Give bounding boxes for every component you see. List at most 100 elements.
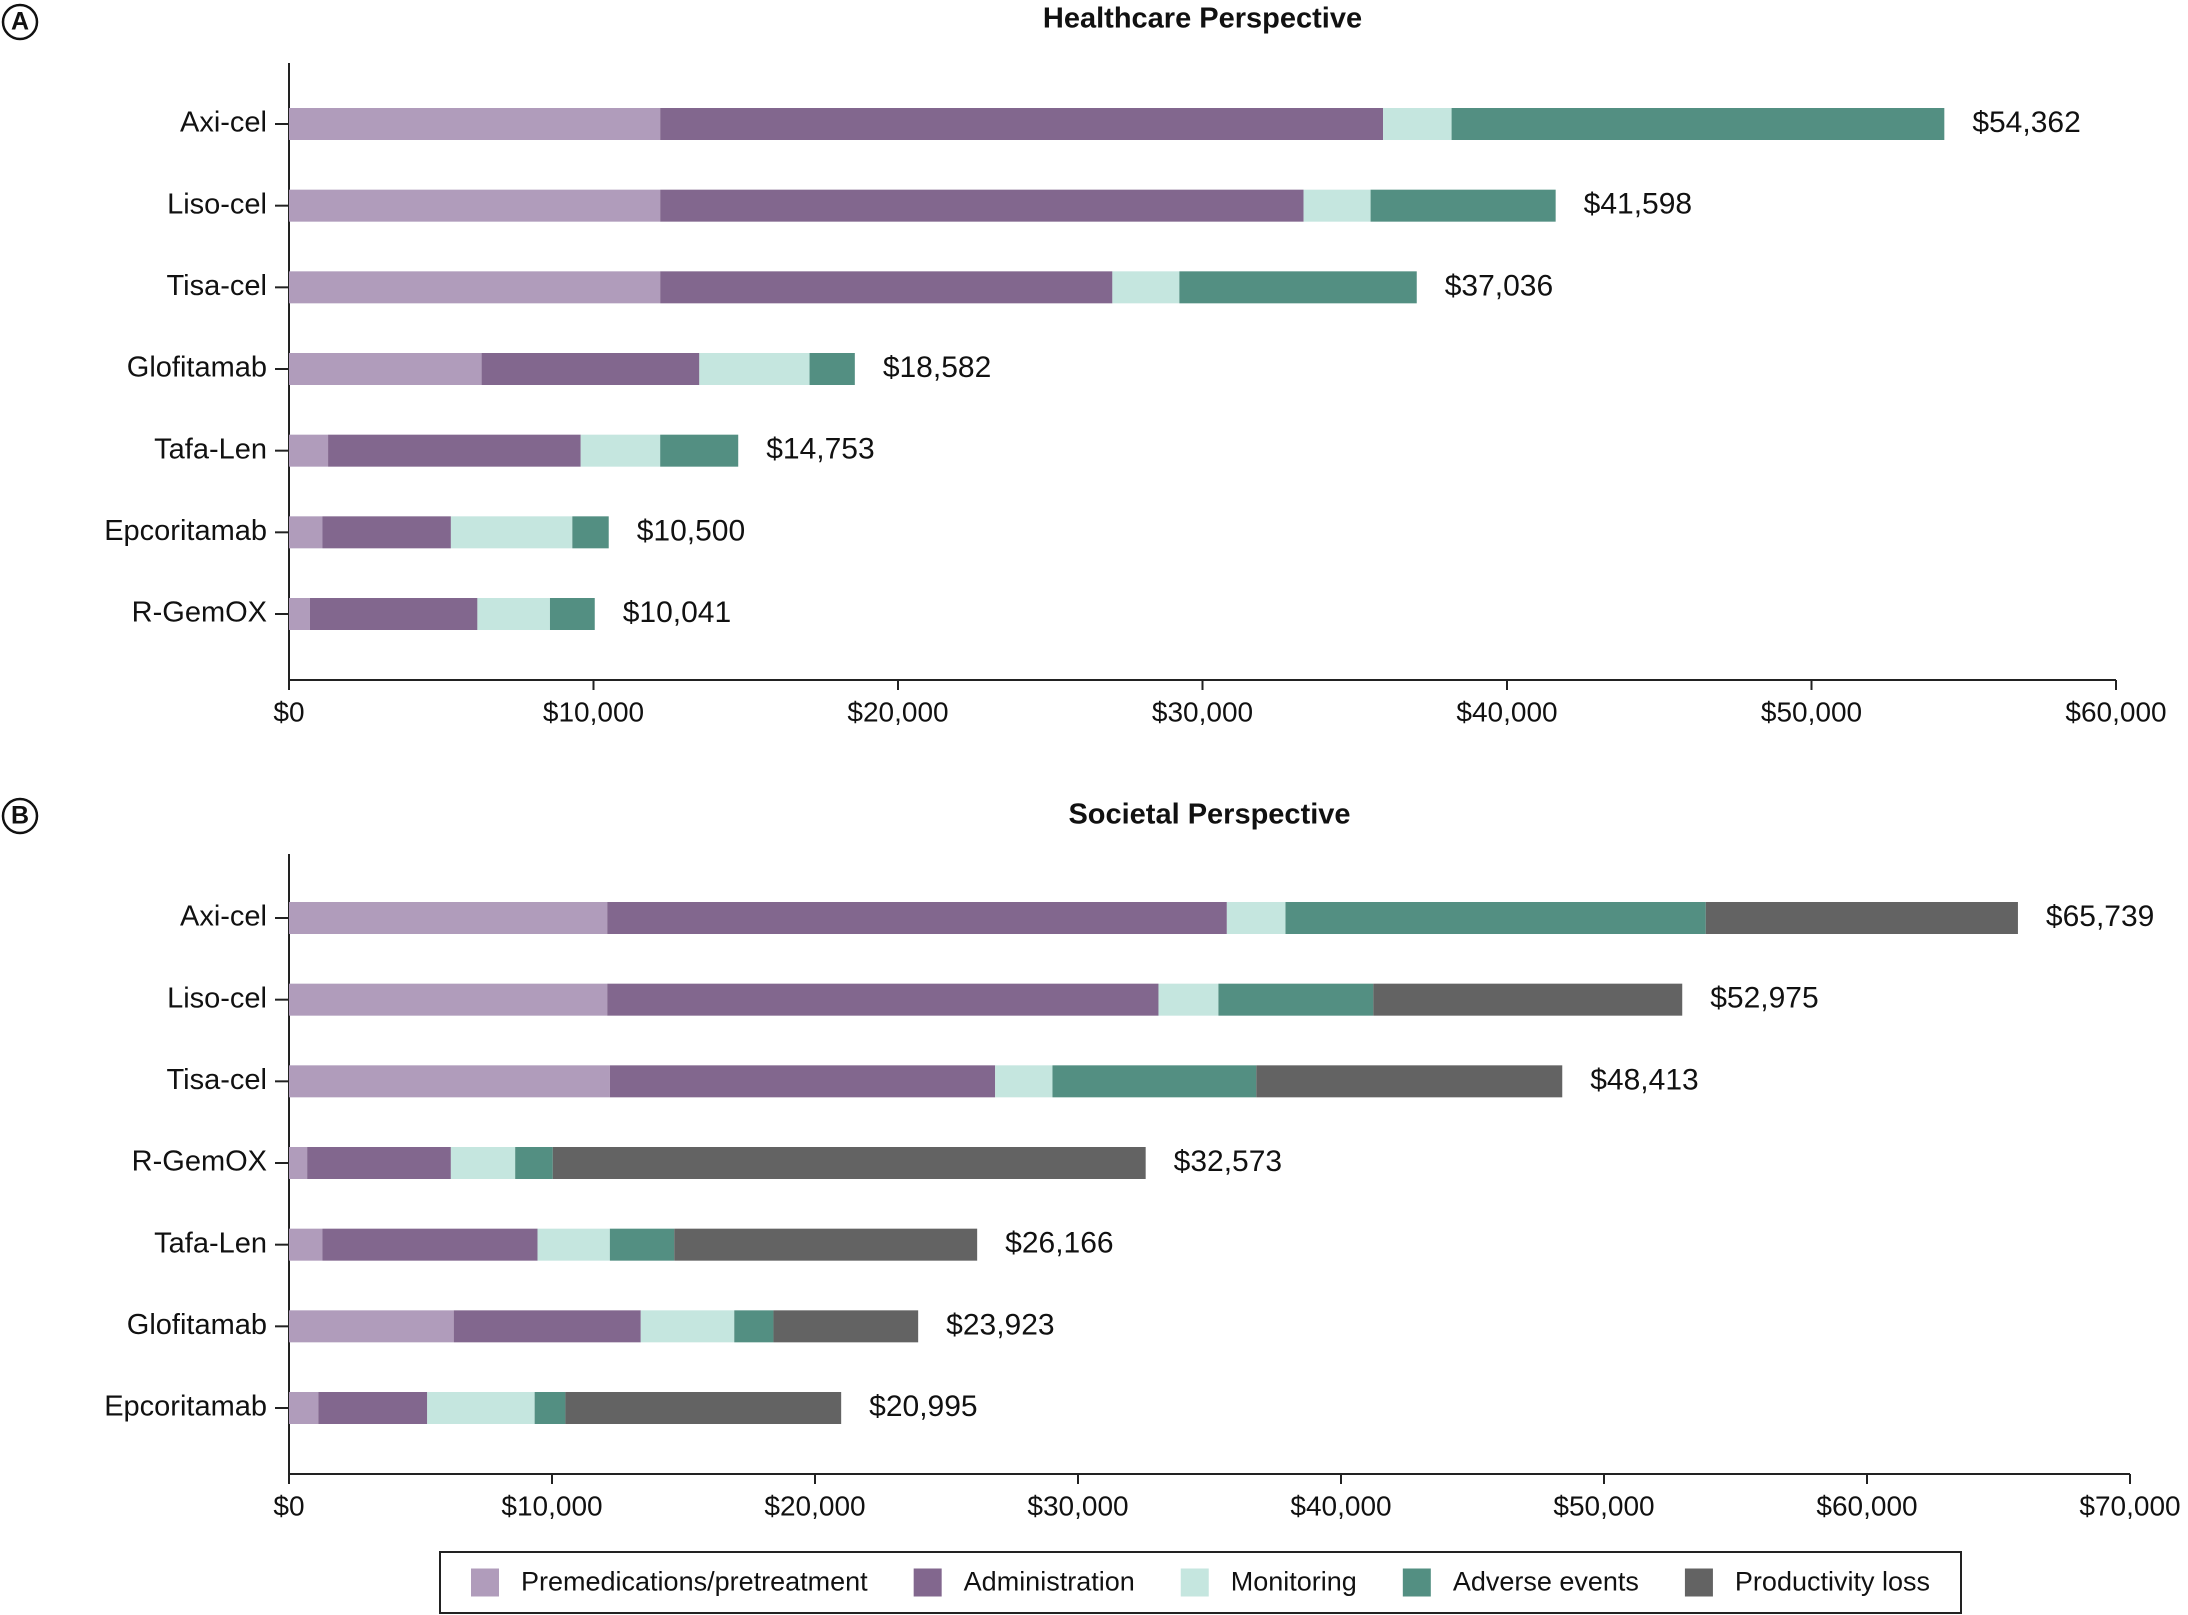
x-tick-label: $10,000 <box>543 696 644 727</box>
y-tick-label: R-GemOX <box>132 1146 267 1178</box>
legend-label: Premedications/pretreatment <box>521 1567 868 1597</box>
bar-segment <box>289 271 661 304</box>
bar-segment <box>1179 271 1417 304</box>
bar-segment <box>1256 1065 1563 1098</box>
bar-segment <box>1285 902 1706 934</box>
bar-segment <box>565 1392 842 1424</box>
bar-segment <box>1373 983 1683 1016</box>
bar-segment <box>289 1310 454 1343</box>
y-tick-label: Axi-cel <box>180 107 267 139</box>
total-label: $32,573 <box>1174 1145 1282 1178</box>
total-label: $48,413 <box>1590 1063 1698 1096</box>
bar-segment <box>1052 1065 1257 1098</box>
bar-segment <box>481 353 700 385</box>
legend-swatch <box>1180 1568 1209 1597</box>
bar-segment <box>660 108 1384 140</box>
bar-segment <box>1303 189 1371 222</box>
bar-segment <box>609 1065 996 1098</box>
x-tick-label: $0 <box>273 696 304 727</box>
bar-segment <box>318 1392 428 1424</box>
x-tick-label: $20,000 <box>764 1490 865 1521</box>
x-tick-label: $0 <box>273 1490 304 1521</box>
bar-segment <box>1705 902 2018 934</box>
legend-swatch <box>471 1568 499 1597</box>
x-tick-label: $10,000 <box>501 1490 602 1521</box>
total-label: $65,739 <box>2046 900 2154 933</box>
bar-segment <box>307 1147 451 1179</box>
total-label: $54,362 <box>1972 106 2080 139</box>
y-tick-label: Liso-cel <box>167 982 267 1014</box>
bar-segment <box>552 1147 1146 1179</box>
bar-segment <box>1226 902 1286 934</box>
total-label: $23,923 <box>946 1308 1054 1341</box>
chart-title: Societal Perspective <box>1068 799 1350 831</box>
y-tick-label: Glofitamab <box>127 1309 267 1341</box>
bar-segment <box>289 598 310 630</box>
bar-segment <box>289 434 329 467</box>
legend-swatch <box>913 1568 942 1597</box>
bar-segment <box>1158 983 1219 1016</box>
bar-segment <box>515 1147 553 1179</box>
bar-segment <box>453 1310 641 1343</box>
legend-label: Adverse events <box>1453 1567 1639 1597</box>
panel-label: B <box>11 802 29 830</box>
bar-segment <box>773 1310 919 1343</box>
y-tick-label: Tisa-cel <box>167 270 267 302</box>
legend-label: Productivity loss <box>1735 1567 1930 1597</box>
bar-segment <box>734 1310 774 1343</box>
bar-segment <box>289 1392 319 1424</box>
bar-segment <box>607 983 1159 1016</box>
bar-segment <box>309 598 478 630</box>
x-tick-label: $30,000 <box>1027 1490 1128 1521</box>
y-tick-label: Epcoritamab <box>104 1391 267 1423</box>
total-label: $52,975 <box>1710 982 1818 1015</box>
y-tick-label: Glofitamab <box>127 352 267 384</box>
bar-segment <box>289 983 608 1016</box>
bar-segment <box>549 598 595 630</box>
bar-segment <box>580 434 661 467</box>
bar-segment <box>427 1392 535 1424</box>
bar-segment <box>477 598 550 630</box>
x-tick-label: $60,000 <box>1816 1490 1917 1521</box>
bar-segment <box>289 1228 323 1261</box>
bar-segment <box>450 1147 516 1179</box>
bar-segment <box>640 1310 735 1343</box>
bar-segment <box>322 1228 538 1261</box>
bar-segment <box>1451 108 1945 140</box>
bar-segment <box>674 1228 978 1261</box>
bar-segment <box>534 1392 566 1424</box>
bar-segment <box>660 434 739 467</box>
bar-segment <box>995 1065 1053 1098</box>
bar-segment <box>699 353 810 385</box>
x-tick-label: $50,000 <box>1553 1490 1654 1521</box>
bar-segment <box>289 353 482 385</box>
bar-segment <box>289 189 661 222</box>
x-tick-label: $30,000 <box>1152 696 1253 727</box>
bar-segment <box>1370 189 1556 222</box>
bar-segment <box>322 516 451 549</box>
panel-badge <box>1 3 39 41</box>
bar-segment <box>809 353 855 385</box>
bar-segment <box>1112 271 1180 304</box>
panel-label: A <box>11 8 29 36</box>
bar-segment <box>609 1228 675 1261</box>
x-tick-label: $60,000 <box>2065 696 2166 727</box>
legend-swatch <box>1684 1568 1713 1597</box>
y-tick-label: Tisa-cel <box>167 1064 267 1096</box>
bar-segment <box>289 516 323 549</box>
total-label: $14,753 <box>766 433 874 466</box>
x-tick-label: $20,000 <box>847 696 948 727</box>
bar-segment <box>572 516 609 549</box>
bar-segment <box>289 108 661 140</box>
x-tick-label: $70,000 <box>2079 1490 2180 1521</box>
bar-segment <box>537 1228 610 1261</box>
total-label: $26,166 <box>1005 1227 1113 1260</box>
bar-segment <box>328 434 581 467</box>
total-label: $10,500 <box>637 514 745 547</box>
chart-title: Healthcare Perspective <box>1043 3 1362 35</box>
total-label: $18,582 <box>883 351 991 384</box>
x-tick-label: $50,000 <box>1761 696 1862 727</box>
bar-segment <box>660 189 1304 222</box>
